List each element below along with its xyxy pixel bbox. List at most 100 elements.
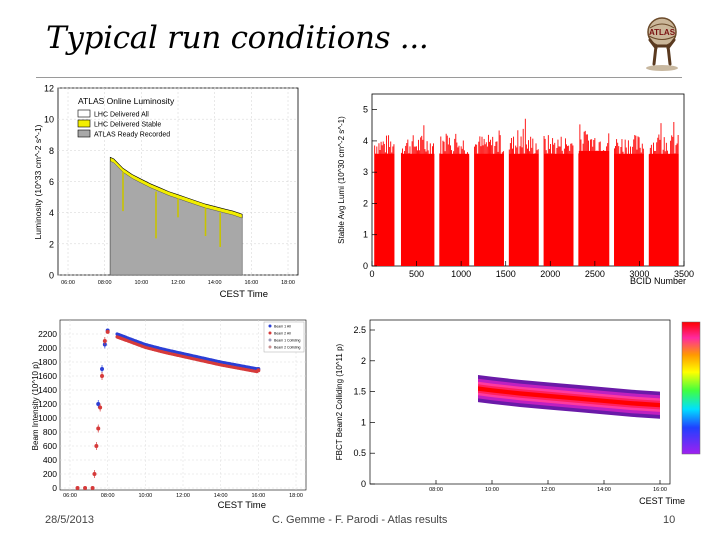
beam-intensity-chart: 0 200 400 600 800 1000 1200 1400 1600 1800 2000 220… xyxy=(28,314,324,510)
atlas-logo: ATLAS xyxy=(636,16,688,72)
slide-title: Typical run conditions ... xyxy=(46,20,429,56)
lumi-legend: LHC Delivered All LHC Delivered Stable A… xyxy=(77,109,170,139)
fbct-y-ticks: 0 0.5 1 1.5 2 2.5 xyxy=(353,325,375,489)
intensity-y-tick-label: 1200 xyxy=(38,399,57,409)
lumi-y-tick-label: 8 xyxy=(49,146,54,156)
legend-swatch-delivered-stable xyxy=(77,119,91,128)
intensity-x-tick-label: 12:00 xyxy=(176,493,190,499)
bcid-y-tick-label: 5 xyxy=(363,105,368,115)
legend-delivered-all: LHC Delivered All xyxy=(94,112,149,119)
lumi-x-label: CEST Time xyxy=(220,289,268,300)
intensity-y-tick-label: 1800 xyxy=(38,357,57,367)
lumi-y-tick-label: 2 xyxy=(49,239,54,249)
bcid-x-ticks: 0 500 1000 1500 2000 2500 3000 3500 xyxy=(369,261,694,279)
legend-beam1-all: Beam 1 All xyxy=(274,325,291,329)
bcid-x-label: BCID Number xyxy=(630,276,686,286)
bcid-data xyxy=(374,118,679,266)
intensity-y-tick-label: 0 xyxy=(52,483,57,493)
lumi-grid xyxy=(58,87,298,276)
bcid-y-tick-label: 4 xyxy=(363,136,368,146)
fbct-y-tick-label: 1 xyxy=(361,417,366,427)
lumi-x-tick-label: 12:00 xyxy=(171,280,185,286)
intensity-x-tick-label: 10:00 xyxy=(138,493,152,499)
fbct-y-tick-label: 2.5 xyxy=(353,325,366,335)
bcid-x-tick-label: 3000 xyxy=(629,269,649,279)
bcid-x-tick-label: 2500 xyxy=(585,269,605,279)
bcid-chart: 0 1 2 3 4 5 0 500 1000 1500 2000 2500 3000 3500 BCID… xyxy=(332,84,702,298)
fbct-x-tick-label: 14:00 xyxy=(597,487,611,493)
intensity-x-tick-label: 08:00 xyxy=(101,493,115,499)
intensity-y-tick-label: 1400 xyxy=(38,385,57,395)
intensity-y-tick-label: 2000 xyxy=(38,343,57,353)
bcid-x-tick-label: 1500 xyxy=(496,269,516,279)
legend-ready-recorded: ATLAS Ready Recorded xyxy=(94,132,170,139)
fbct-x-ticks: 08:00 10:00 12:00 14:00 16:00 xyxy=(429,480,667,493)
intensity-y-ticks: 0 200 400 600 800 1000 1200 1400 1600 1800 2000 220… xyxy=(38,329,57,493)
bcid-x-tick-label: 1000 xyxy=(451,269,471,279)
intensity-y-tick-label: 2200 xyxy=(38,329,57,339)
lumi-y-tick-label: 0 xyxy=(49,271,54,281)
luminosity-chart: 0 2 4 6 8 10 12 06:00 08:00 10:00 12:00 14:00 16:00… xyxy=(30,80,320,302)
legend-beam2-colliding: Beam 2 Colliding xyxy=(274,346,301,350)
legend-swatch-delivered-all xyxy=(77,109,91,118)
intensity-point xyxy=(90,486,95,490)
intensity-x-tick-label: 16:00 xyxy=(251,493,265,499)
intensity-y-tick-label: 1600 xyxy=(38,371,57,381)
bcid-y-tick-label: 2 xyxy=(363,198,368,208)
color-scale-bar xyxy=(681,321,701,455)
intensity-point xyxy=(83,486,88,490)
bcid-x-tick-label: 0 xyxy=(369,269,374,279)
intensity-data xyxy=(75,328,261,490)
intensity-y-tick-label: 200 xyxy=(43,469,57,479)
lumi-data xyxy=(109,156,243,276)
intensity-y-tick-label: 1000 xyxy=(38,413,57,423)
intensity-x-tick-label: 18:00 xyxy=(289,493,303,499)
title-divider xyxy=(36,77,682,78)
fbct-x-tick-label: 08:00 xyxy=(429,487,443,493)
intensity-x-label: CEST Time xyxy=(218,500,266,510)
fbct-y-tick-label: 1.5 xyxy=(353,387,366,397)
intensity-y-label: Beam Intensity (10^10 p) xyxy=(31,361,40,450)
legend-beam2-all: Beam 2 All xyxy=(274,332,291,336)
fbct-density-band xyxy=(478,386,660,408)
lumi-x-tick-label: 18:00 xyxy=(281,280,295,286)
lumi-x-tick-label: 06:00 xyxy=(61,280,75,286)
bcid-x-tick-label: 3500 xyxy=(674,269,694,279)
intensity-legend: Beam 1 All Beam 2 All Beam 1 Colliding B… xyxy=(263,321,305,353)
intensity-point xyxy=(105,329,110,334)
lumi-y-tick-label: 12 xyxy=(44,84,54,94)
legend-swatch-ready-recorded xyxy=(77,129,91,138)
lumi-y-tick-label: 6 xyxy=(49,177,54,187)
lumi-y-label: Luminosity (10^33 cm^-2 s^-1) xyxy=(33,124,43,239)
intensity-x-ticks: 06:00 08:00 10:00 12:00 14:00 16:00 18:00 xyxy=(63,493,303,499)
intensity-y-tick-label: 800 xyxy=(43,427,57,437)
lumi-x-tick-label: 14:00 xyxy=(208,280,222,286)
lumi-y-tick-label: 10 xyxy=(44,115,54,125)
fbct-data xyxy=(478,375,660,419)
lumi-x-ticks: 06:00 08:00 10:00 12:00 14:00 16:00 18:00 xyxy=(61,280,295,286)
lumi-x-tick-label: 10:00 xyxy=(134,280,148,286)
intensity-y-tick-label: 400 xyxy=(43,455,57,465)
fbct-y-label: FBCT Beam2 Colliding (10^11 p) xyxy=(335,343,344,460)
fbct-chart: 0 0.5 1 1.5 2 2.5 08:00 10:00 12:00 14:00 16:00 C… xyxy=(330,314,702,510)
intensity-x-tick-label: 06:00 xyxy=(63,493,77,499)
footer-authors: C. Gemme - F. Parodi - Atlas results xyxy=(272,514,448,526)
bcid-y-tick-label: 3 xyxy=(363,167,368,177)
lumi-y-ticks: 0 2 4 6 8 10 12 xyxy=(44,84,54,281)
lumi-x-tick-label: 16:00 xyxy=(244,280,258,286)
footer-date: 28/5/2013 xyxy=(45,514,94,526)
bcid-y-ticks: 0 1 2 3 4 5 xyxy=(363,105,377,271)
legend-delivered-stable: LHC Delivered Stable xyxy=(94,122,161,129)
intensity-point xyxy=(256,368,261,373)
fbct-x-tick-label: 10:00 xyxy=(485,487,499,493)
fbct-x-label: CEST Time xyxy=(639,496,685,506)
bcid-x-tick-label: 2000 xyxy=(540,269,560,279)
fbct-y-tick-label: 0.5 xyxy=(353,448,366,458)
lumi-y-tick-label: 4 xyxy=(49,208,54,218)
fbct-y-tick-label: 2 xyxy=(361,356,366,366)
footer-page-number: 10 xyxy=(663,514,676,526)
lumi-chart-title: ATLAS Online Luminosity xyxy=(78,96,175,106)
lumi-recorded-area xyxy=(109,160,243,276)
fbct-x-tick-label: 16:00 xyxy=(653,487,667,493)
bcid-x-tick-label: 500 xyxy=(409,269,424,279)
